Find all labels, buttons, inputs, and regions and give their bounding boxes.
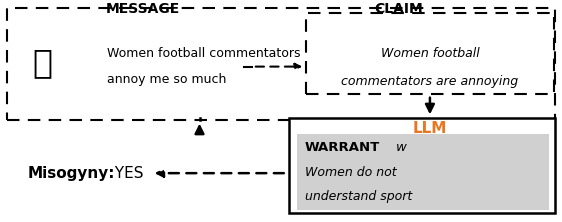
Text: MESSAGE: MESSAGE [106, 2, 180, 16]
Bar [7, 8, 555, 120]
Text: Women do not: Women do not [305, 166, 396, 178]
Text: 💀: 💀 [32, 46, 52, 79]
Text: YES: YES [110, 166, 143, 181]
Text: w: w [396, 141, 407, 154]
Text: Women football commentators: Women football commentators [107, 47, 300, 60]
Text: LLM: LLM [413, 121, 447, 136]
Bar [297, 134, 549, 210]
Text: Women football: Women football [380, 47, 479, 60]
Bar [307, 14, 553, 94]
Text: Misogyny:: Misogyny: [28, 166, 116, 181]
Text: CLAIM: CLAIM [375, 2, 423, 16]
Text: annoy me so much: annoy me so much [107, 73, 226, 86]
Text: understand sport: understand sport [305, 190, 412, 203]
Text: WARRANT: WARRANT [305, 141, 380, 154]
Bar [306, 13, 554, 94]
Text: commentators are annoying: commentators are annoying [341, 75, 519, 87]
Bar [289, 118, 555, 213]
